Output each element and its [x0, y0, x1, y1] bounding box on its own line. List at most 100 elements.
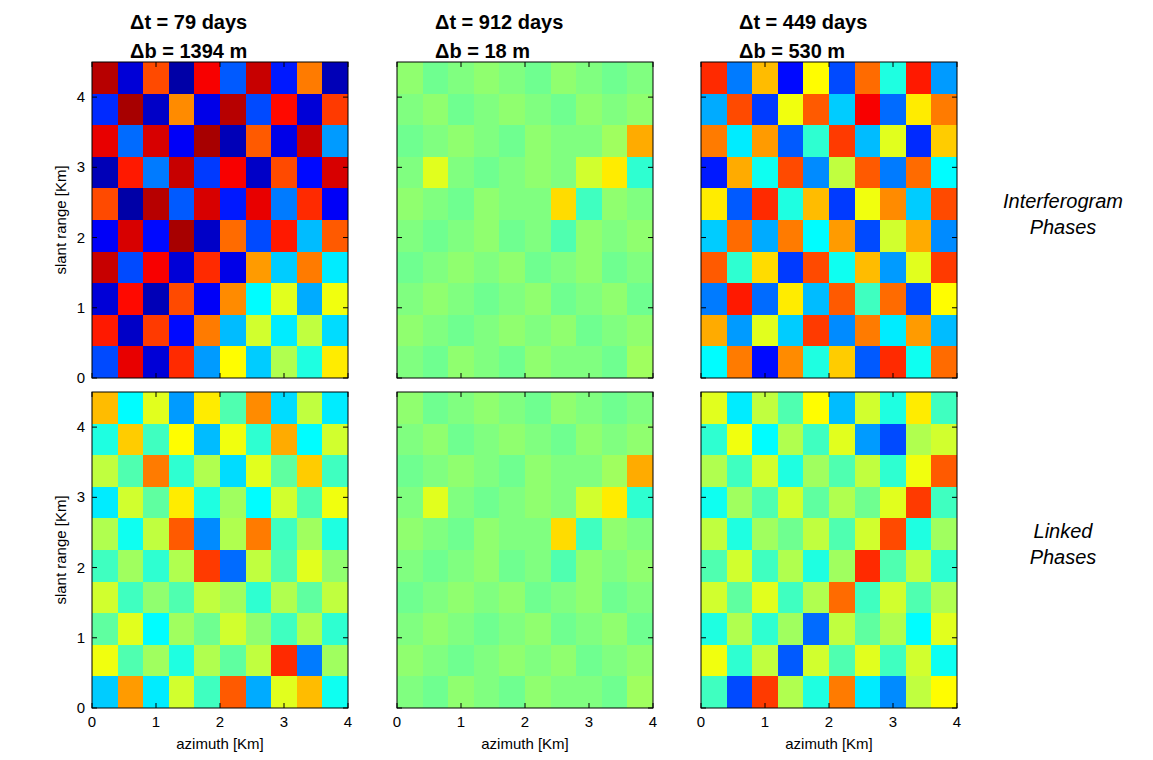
cell [194, 676, 220, 708]
cell [752, 125, 778, 157]
cell [271, 252, 297, 284]
cell [752, 188, 778, 220]
x-tick-label: 3 [280, 713, 288, 730]
cell [803, 487, 829, 519]
x-tick-label: 3 [889, 713, 897, 730]
x-tick-label: 4 [953, 713, 961, 730]
cell [602, 94, 628, 126]
cell [576, 125, 602, 157]
cell [602, 188, 628, 220]
cell [855, 392, 881, 424]
cell [803, 550, 829, 582]
cell [322, 94, 348, 126]
cell [855, 252, 881, 284]
cell [322, 283, 348, 315]
cell [803, 125, 829, 157]
cell [829, 252, 855, 284]
cell [322, 157, 348, 189]
cell [474, 157, 500, 189]
cell [397, 455, 423, 487]
cell [423, 252, 449, 284]
cell [246, 676, 272, 708]
cell [297, 62, 323, 94]
cell [727, 487, 753, 519]
cell [169, 455, 195, 487]
y-axis-title: slant range [Km] [52, 165, 69, 274]
cell [194, 346, 220, 378]
cell [271, 518, 297, 550]
cell [931, 676, 957, 708]
cell [906, 487, 932, 519]
cell [906, 94, 932, 126]
cell [906, 252, 932, 284]
cell [602, 613, 628, 645]
cell [829, 518, 855, 550]
cell [499, 283, 525, 315]
cell [525, 455, 551, 487]
cell [627, 613, 653, 645]
cell [271, 220, 297, 252]
y-tick [92, 497, 348, 498]
y-tick [701, 307, 957, 308]
cell [92, 125, 118, 157]
cell [752, 283, 778, 315]
cell [322, 220, 348, 252]
cell [880, 582, 906, 614]
row-label: LinkedPhases [1030, 520, 1097, 568]
cell [602, 645, 628, 677]
cell [829, 424, 855, 456]
x-tick [348, 62, 349, 378]
cell [880, 424, 906, 456]
cell [829, 157, 855, 189]
cell [322, 582, 348, 614]
cell [855, 188, 881, 220]
cell [855, 315, 881, 347]
cell [143, 645, 169, 677]
cell [499, 487, 525, 519]
cell [474, 645, 500, 677]
cell [169, 550, 195, 582]
y-tick [397, 708, 653, 709]
cell [525, 487, 551, 519]
cell [778, 550, 804, 582]
cell [118, 62, 144, 94]
cell [778, 487, 804, 519]
frame [397, 392, 653, 708]
cell [118, 283, 144, 315]
cells [92, 62, 348, 378]
cell [194, 315, 220, 347]
cell [931, 487, 957, 519]
x-tick [829, 392, 830, 708]
cell [627, 220, 653, 252]
cell [246, 424, 272, 456]
cell [576, 645, 602, 677]
cell [727, 346, 753, 378]
cell [499, 346, 525, 378]
cell [220, 220, 246, 252]
cell [397, 94, 423, 126]
cell [701, 550, 727, 582]
cell [931, 424, 957, 456]
cell [627, 676, 653, 708]
cell [829, 487, 855, 519]
cell [701, 613, 727, 645]
cell [169, 424, 195, 456]
cell [169, 518, 195, 550]
x-axis-title: azimuth [Km] [481, 735, 569, 752]
cell [143, 550, 169, 582]
cell [727, 613, 753, 645]
cell [246, 252, 272, 284]
cell [576, 424, 602, 456]
cell [880, 188, 906, 220]
cell [627, 582, 653, 614]
cell [576, 613, 602, 645]
panel: 01234slant range [Km]Δt = 79 daysΔb = 13… [52, 11, 349, 386]
x-tick [589, 62, 590, 378]
cell [423, 582, 449, 614]
cell [931, 346, 957, 378]
cell [297, 550, 323, 582]
cell [602, 125, 628, 157]
cell [322, 613, 348, 645]
cell [701, 125, 727, 157]
x-tick [348, 392, 349, 708]
